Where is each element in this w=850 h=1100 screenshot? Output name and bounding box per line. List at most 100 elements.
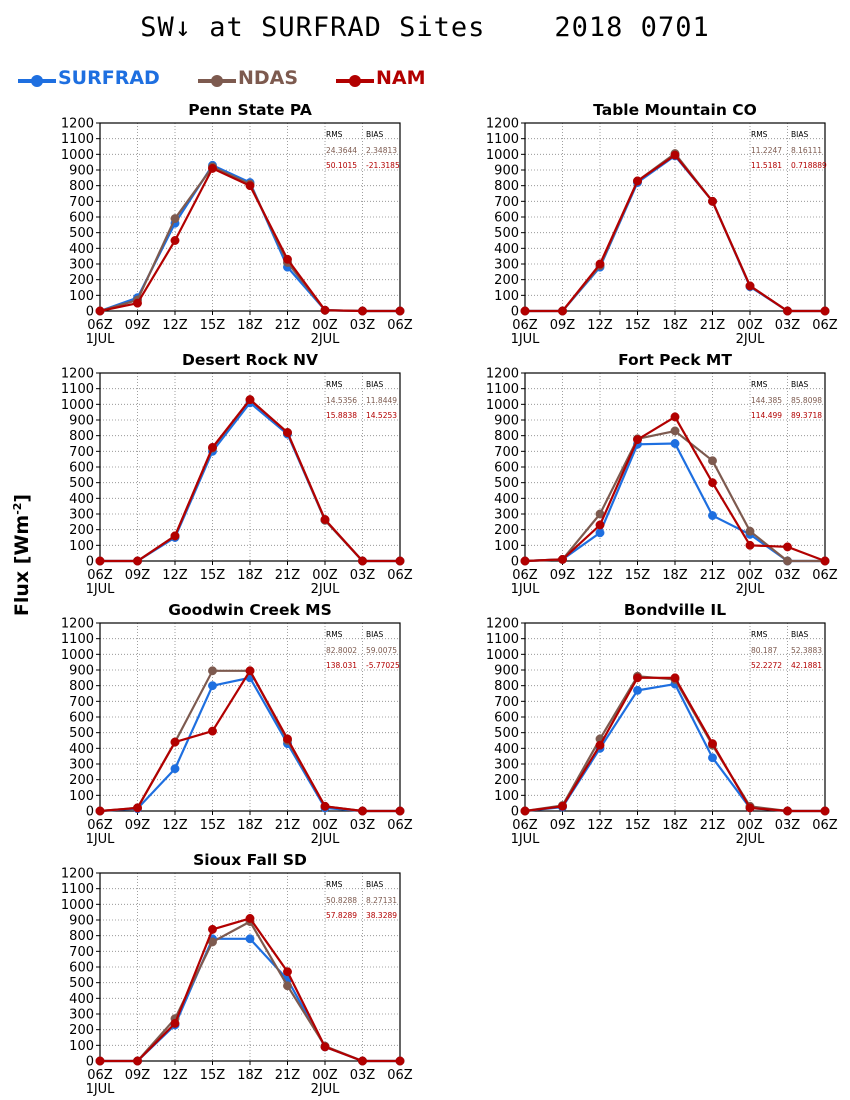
y-tick-label: 900: [69, 414, 94, 429]
x-date-label: 1JUL: [86, 582, 116, 597]
y-tick-label: 500: [69, 226, 94, 241]
x-tick-label: 12Z: [162, 1068, 188, 1083]
x-tick-label: 03Z: [350, 568, 376, 583]
data-point-nam: [395, 806, 405, 816]
x-tick-label: 15Z: [200, 568, 226, 583]
y-tick-label: 400: [69, 742, 94, 757]
data-point-surfrad: [670, 439, 680, 448]
x-tick-label: 09Z: [550, 818, 576, 833]
stats-nam-bias: 38.3289: [366, 911, 397, 920]
data-point-nam: [820, 806, 830, 816]
data-point-nam: [395, 306, 405, 316]
data-point-nam: [670, 150, 680, 160]
data-point-nam: [708, 478, 717, 488]
y-tick-label: 600: [69, 711, 94, 726]
data-point-nam: [595, 520, 605, 530]
data-point-nam: [520, 306, 530, 316]
y-tick-label: 200: [494, 273, 519, 288]
stats-nam-bias: -5.77025: [366, 661, 400, 670]
y-tick-label: 300: [69, 1008, 94, 1023]
x-tick-label: 06Z: [387, 318, 413, 333]
y-tick-label: 300: [494, 758, 519, 773]
stats-nam-bias: 14.5253: [366, 411, 397, 420]
stats-ndas-bias: 2.34813: [366, 146, 397, 155]
y-tick-label: 1000: [486, 398, 519, 413]
legend-marker-ndas-icon: [198, 75, 236, 87]
y-tick-label: 600: [494, 711, 519, 726]
stats-nam-rms: 57.8289: [326, 911, 357, 920]
y-tick-label: 600: [69, 211, 94, 226]
data-point-nam: [208, 163, 217, 173]
stats-bias-header: BIAS: [791, 130, 808, 139]
data-point-nam: [708, 196, 717, 206]
legend-marker-surfrad-icon: [18, 75, 56, 87]
data-point-nam: [520, 806, 530, 816]
y-tick-label: 500: [494, 726, 519, 741]
data-point-nam: [708, 739, 717, 749]
y-tick-label: 200: [69, 523, 94, 538]
x-tick-label: 06Z: [87, 318, 113, 333]
data-point-surfrad: [245, 934, 255, 944]
y-tick-label: 400: [494, 742, 519, 757]
y-tick-label: 200: [494, 773, 519, 788]
stats-rms-header: RMS: [751, 380, 768, 389]
data-point-nam: [133, 298, 142, 308]
y-tick-label: 1200: [486, 617, 519, 632]
y-tick-label: 900: [494, 414, 519, 429]
stats-nam-bias: 42.1881: [791, 661, 822, 670]
chart-title: Table Mountain CO: [593, 101, 757, 119]
x-tick-label: 18Z: [662, 568, 688, 583]
stats-rms-header: RMS: [751, 630, 768, 639]
data-point-surfrad: [208, 681, 217, 691]
y-tick-label: 1100: [486, 632, 519, 647]
data-point-nam: [633, 435, 642, 445]
x-tick-label: 15Z: [625, 818, 651, 833]
data-point-nam: [820, 556, 830, 566]
data-point-nam: [595, 259, 605, 269]
x-tick-label: 06Z: [512, 568, 538, 583]
y-tick-label: 1100: [61, 132, 94, 147]
y-tick-label: 900: [494, 664, 519, 679]
stats-ndas-bias: 8.27131: [366, 896, 397, 905]
x-tick-label: 12Z: [162, 568, 188, 583]
x-tick-label: 03Z: [775, 818, 801, 833]
data-point-nam: [320, 1042, 330, 1052]
x-tick-label: 12Z: [587, 318, 613, 333]
data-point-surfrad: [595, 528, 605, 538]
x-date-label: 1JUL: [511, 582, 541, 597]
data-point-nam: [95, 306, 105, 316]
x-tick-label: 15Z: [625, 568, 651, 583]
y-tick-label: 300: [494, 508, 519, 523]
data-point-nam: [283, 428, 292, 437]
x-tick-label: 00Z: [737, 568, 763, 583]
y-tick-label: 700: [69, 445, 94, 460]
x-tick-label: 18Z: [237, 318, 263, 333]
data-point-nam: [95, 556, 105, 566]
chart-panel-5: 0100200300400500600700800900100011001200…: [486, 601, 838, 847]
y-tick-label: 800: [494, 679, 519, 694]
legend-label-ndas: NDAS: [238, 67, 299, 89]
x-tick-label: 00Z: [737, 818, 763, 833]
x-tick-label: 06Z: [87, 568, 113, 583]
data-point-nam: [245, 395, 255, 405]
y-tick-label: 0: [86, 1055, 94, 1070]
y-tick-label: 700: [69, 695, 94, 710]
data-point-nam: [208, 726, 217, 736]
x-tick-label: 09Z: [125, 318, 151, 333]
y-tick-label: 300: [69, 508, 94, 523]
y-tick-label: 900: [69, 664, 94, 679]
stats-bias-header: BIAS: [366, 130, 383, 139]
y-tick-label: 300: [69, 258, 94, 273]
stats-nam-rms: 11.5181: [751, 161, 782, 170]
legend-marker-nam-icon: [336, 75, 374, 87]
data-point-surfrad: [708, 753, 717, 763]
x-tick-label: 09Z: [125, 568, 151, 583]
data-point-ndas: [783, 556, 792, 566]
stats-ndas-rms: 14.5356: [326, 396, 357, 405]
y-tick-label: 1200: [61, 117, 94, 132]
y-tick-label: 1000: [61, 898, 94, 913]
y-tick-label: 0: [86, 805, 94, 820]
y-tick-label: 500: [69, 476, 94, 491]
data-point-nam: [133, 1056, 142, 1066]
stats-ndas-rms: 144.385: [751, 396, 782, 405]
